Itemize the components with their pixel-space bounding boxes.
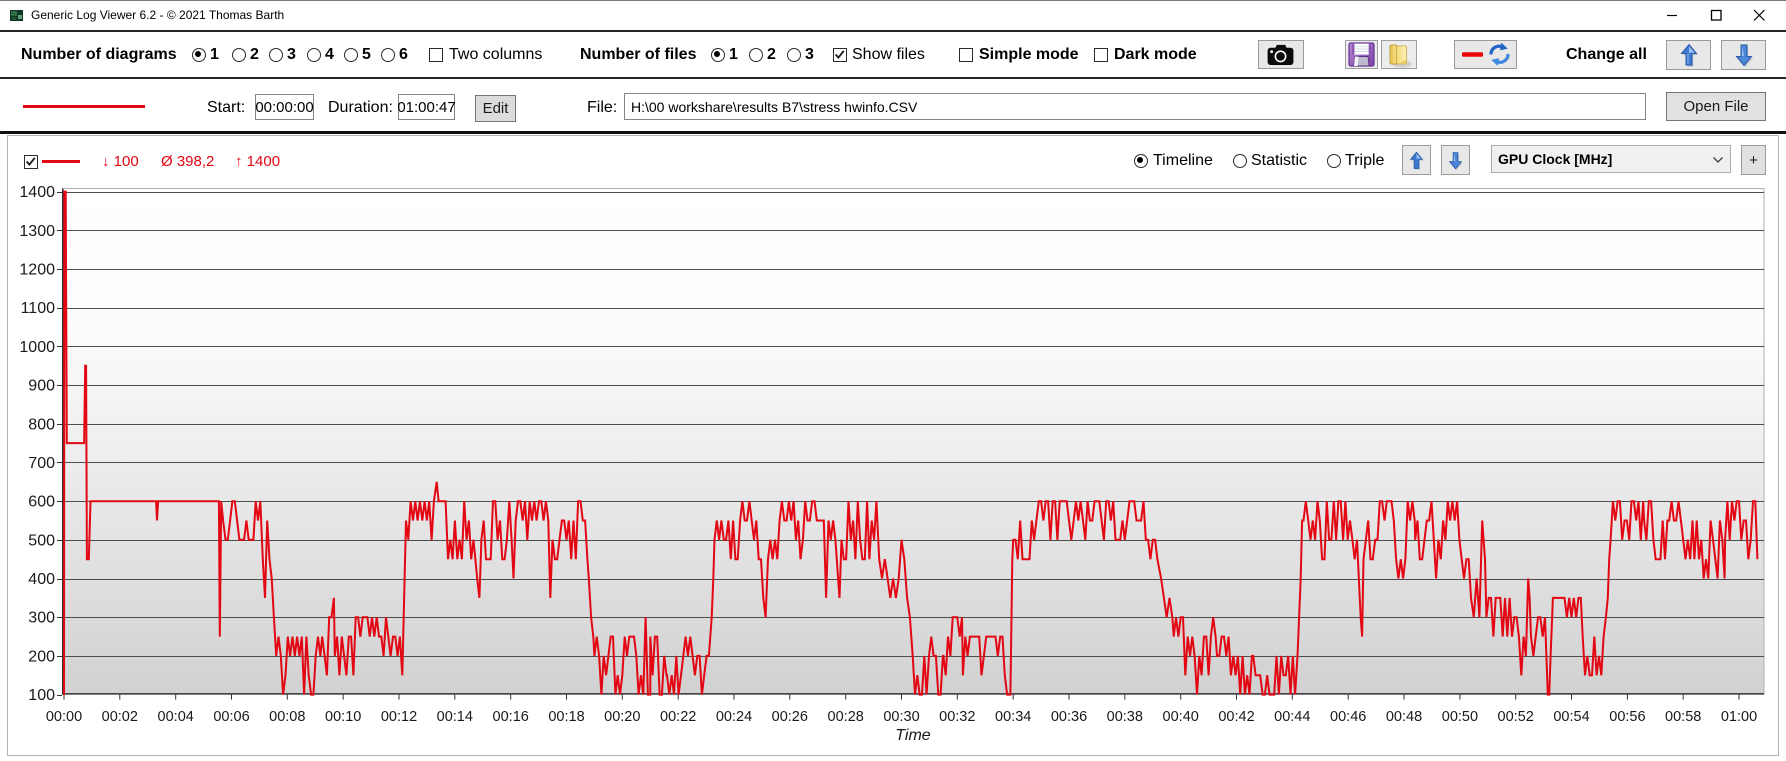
- svg-text:500: 500: [28, 532, 55, 549]
- svg-text:01:00: 01:00: [1721, 709, 1757, 725]
- svg-text:00:18: 00:18: [548, 709, 584, 725]
- svg-text:600: 600: [28, 494, 55, 511]
- svg-text:1200: 1200: [19, 262, 55, 279]
- svg-text:200: 200: [28, 648, 55, 665]
- svg-text:800: 800: [28, 416, 55, 433]
- svg-text:1400: 1400: [19, 184, 55, 201]
- svg-text:00:16: 00:16: [493, 709, 529, 725]
- svg-text:700: 700: [28, 455, 55, 472]
- svg-text:00:40: 00:40: [1163, 709, 1199, 725]
- svg-text:00:54: 00:54: [1553, 709, 1589, 725]
- svg-text:1000: 1000: [19, 339, 55, 356]
- svg-text:00:58: 00:58: [1665, 709, 1701, 725]
- svg-text:00:32: 00:32: [939, 709, 975, 725]
- svg-text:300: 300: [28, 610, 55, 627]
- svg-text:400: 400: [28, 571, 55, 588]
- svg-text:00:06: 00:06: [213, 709, 249, 725]
- svg-text:00:36: 00:36: [1051, 709, 1087, 725]
- svg-text:00:48: 00:48: [1386, 709, 1422, 725]
- svg-text:00:42: 00:42: [1218, 709, 1254, 725]
- svg-text:1100: 1100: [21, 300, 56, 317]
- svg-text:00:50: 00:50: [1442, 709, 1478, 725]
- svg-text:00:20: 00:20: [604, 709, 640, 725]
- svg-text:00:04: 00:04: [158, 709, 194, 725]
- svg-text:00:30: 00:30: [883, 709, 919, 725]
- svg-text:00:38: 00:38: [1107, 709, 1143, 725]
- svg-text:00:08: 00:08: [269, 709, 305, 725]
- svg-text:00:28: 00:28: [828, 709, 864, 725]
- svg-text:100: 100: [28, 687, 55, 704]
- svg-text:00:56: 00:56: [1609, 709, 1645, 725]
- svg-text:Time: Time: [895, 727, 931, 744]
- svg-text:00:34: 00:34: [995, 709, 1031, 725]
- svg-text:00:52: 00:52: [1498, 709, 1534, 725]
- svg-text:00:12: 00:12: [381, 709, 417, 725]
- svg-text:00:14: 00:14: [437, 709, 473, 725]
- svg-text:00:10: 00:10: [325, 709, 361, 725]
- svg-text:00:24: 00:24: [716, 709, 752, 725]
- svg-text:00:46: 00:46: [1330, 709, 1366, 725]
- svg-text:00:22: 00:22: [660, 709, 696, 725]
- svg-text:00:26: 00:26: [772, 709, 808, 725]
- svg-text:1300: 1300: [19, 223, 55, 240]
- svg-text:900: 900: [28, 378, 55, 395]
- svg-text:00:02: 00:02: [102, 709, 138, 725]
- svg-text:00:44: 00:44: [1274, 709, 1310, 725]
- svg-text:00:00: 00:00: [46, 709, 82, 725]
